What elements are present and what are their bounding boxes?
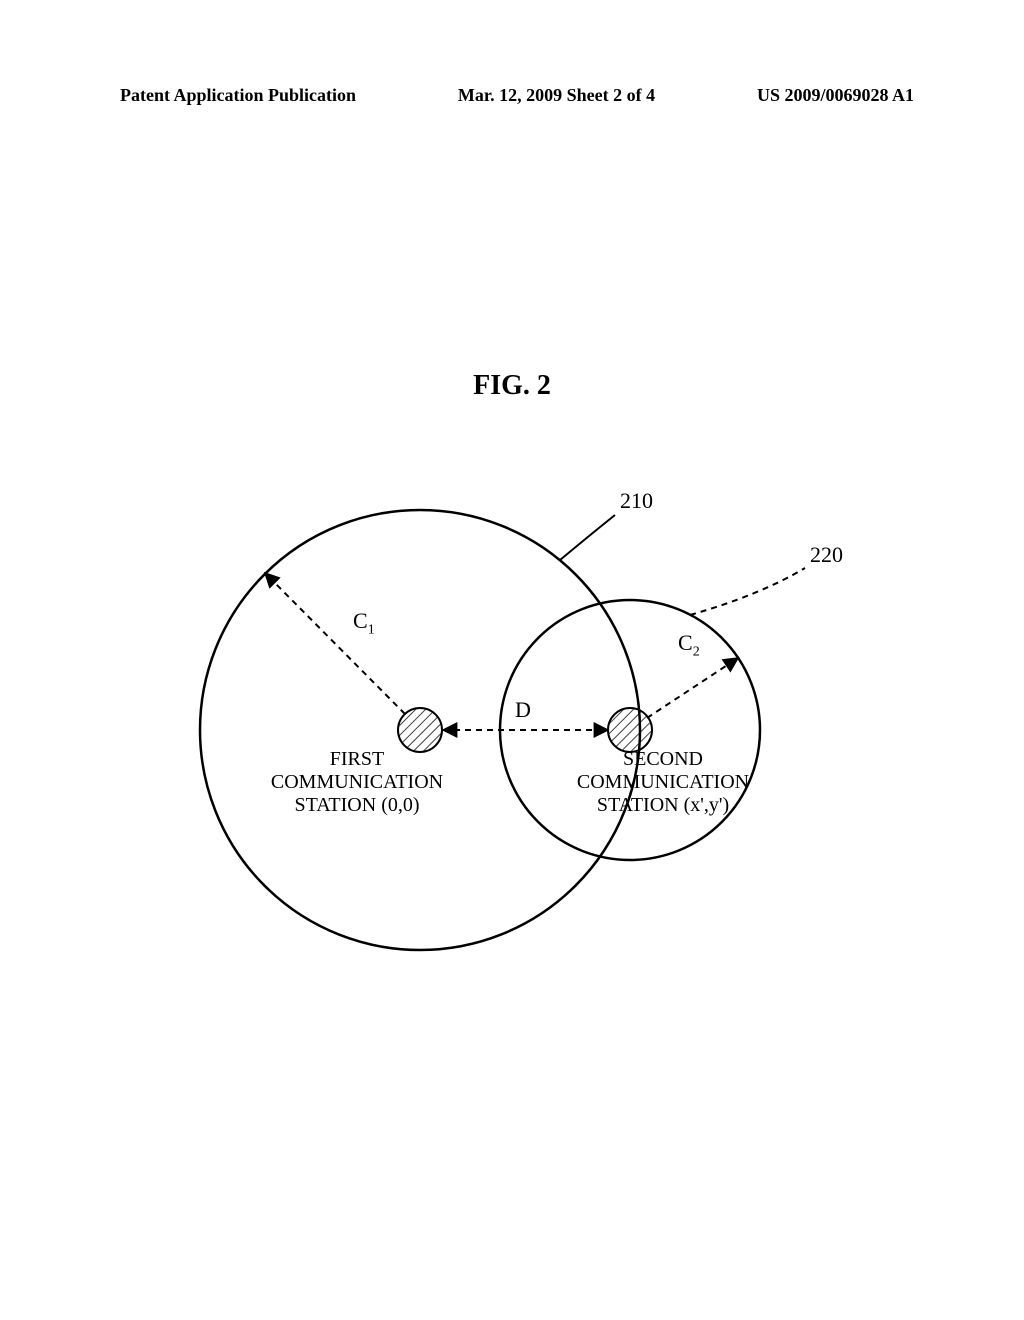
radius-c1-arrow — [265, 573, 405, 714]
label-d: D — [515, 697, 531, 723]
station-second-node — [608, 708, 652, 752]
leader-210 — [560, 515, 615, 560]
header-right: US 2009/0069028 A1 — [757, 85, 914, 106]
leader-label-220: 220 — [810, 542, 843, 568]
station-second-label: SECOND COMMUNICATION STATION (x',y') — [548, 748, 778, 817]
leader-220 — [690, 568, 805, 615]
figure-diagram: C1 C2 D 210 220 FIRST COMMUNICATION STAT… — [120, 460, 900, 980]
label-c2: C2 — [678, 630, 700, 660]
header-left: Patent Application Publication — [120, 85, 356, 106]
leader-label-210: 210 — [620, 488, 653, 514]
station-first-label: FIRST COMMUNICATION STATION (0,0) — [242, 748, 472, 817]
label-c1: C1 — [353, 608, 375, 638]
diagram-svg — [120, 460, 900, 980]
page-header: Patent Application Publication Mar. 12, … — [0, 85, 1024, 106]
header-center: Mar. 12, 2009 Sheet 2 of 4 — [458, 85, 655, 106]
radius-c2-arrow — [647, 658, 738, 718]
figure-title: FIG. 2 — [0, 370, 1024, 402]
station-first-node — [398, 708, 442, 752]
